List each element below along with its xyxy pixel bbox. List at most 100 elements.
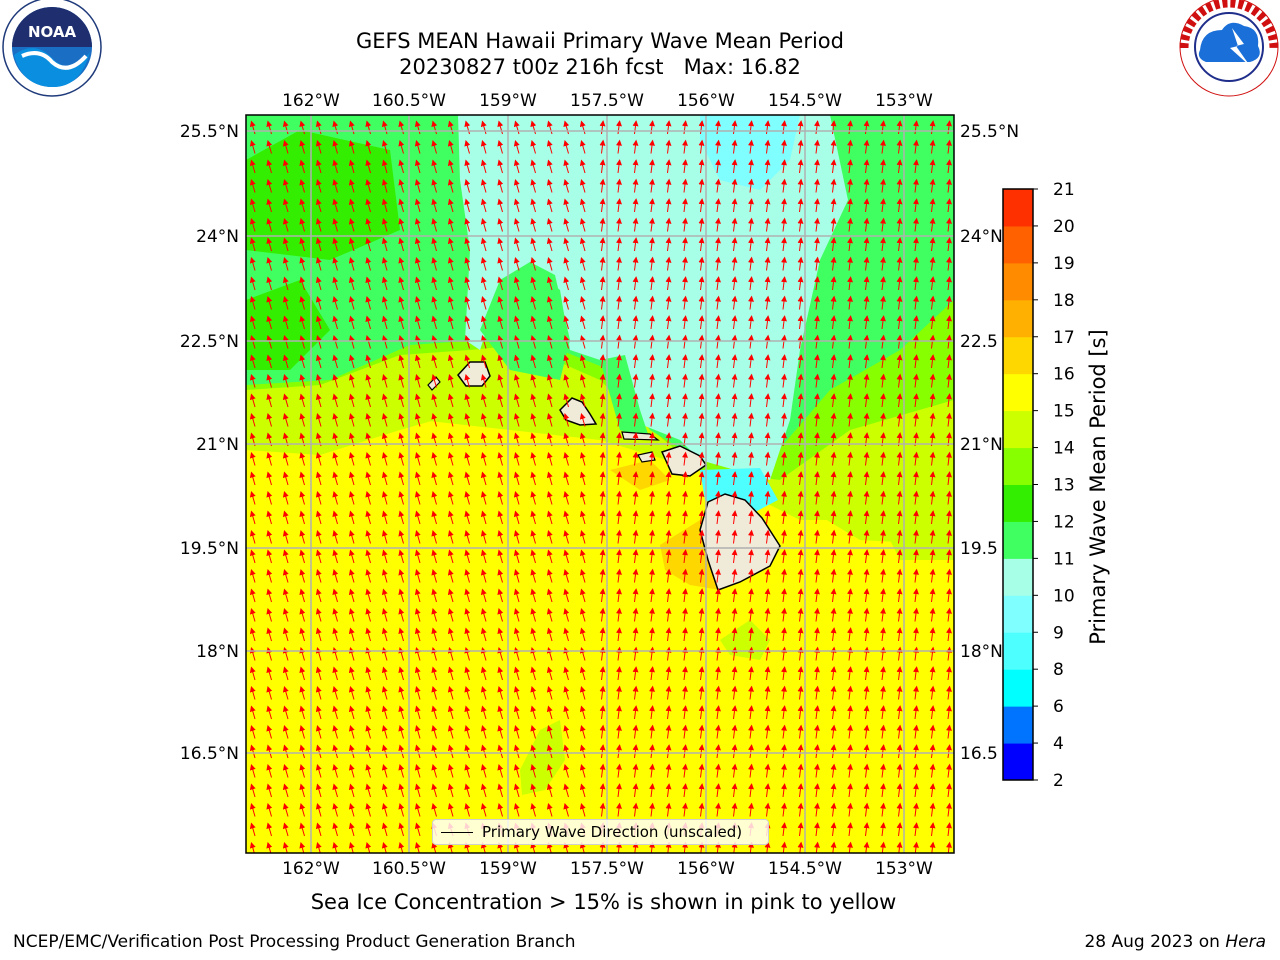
colorbar-segment <box>1003 189 1033 227</box>
wave-arrow <box>649 217 655 232</box>
wave-arrow <box>682 237 688 252</box>
wave-arrow <box>563 198 570 213</box>
wave-arrow <box>731 315 738 330</box>
colorbar-segment <box>1003 225 1033 264</box>
wave-arrow <box>464 257 471 271</box>
wave-arrow <box>513 237 520 252</box>
wave-arrow <box>348 413 355 427</box>
wave-arrow <box>632 412 639 427</box>
wave-arrow <box>464 335 471 349</box>
wave-arrow <box>764 295 771 310</box>
wave-arrow <box>563 120 570 135</box>
wave-arrow <box>414 393 421 408</box>
wave-arrow <box>497 218 504 232</box>
wave-arrow <box>847 198 853 213</box>
wave-arrow <box>365 159 372 174</box>
wave-arrow <box>546 296 553 310</box>
wave-arrow <box>748 217 754 232</box>
wave-arrow <box>497 257 504 271</box>
wave-arrow <box>546 374 553 388</box>
wave-arrow <box>282 198 289 213</box>
wave-arrow <box>249 354 256 369</box>
wave-arrow <box>365 452 372 466</box>
wave-arrow <box>781 178 787 193</box>
wave-arrow <box>797 276 804 291</box>
wave-arrow <box>348 354 355 369</box>
wave-arrow <box>431 315 438 330</box>
wave-arrow <box>332 120 339 135</box>
wave-arrow <box>731 295 738 310</box>
wave-arrow <box>348 237 355 252</box>
wave-arrow <box>698 198 705 213</box>
wave-arrow <box>431 393 438 408</box>
wave-arrow <box>731 198 738 213</box>
wave-arrow <box>266 140 273 154</box>
wave-arrow <box>880 412 886 427</box>
wave-arrow <box>830 373 837 388</box>
wave-arrow <box>249 452 256 466</box>
colorbar-segment <box>1003 262 1033 301</box>
wave-arrow <box>665 393 672 408</box>
wave-arrow <box>513 452 520 466</box>
wave-arrow <box>497 159 504 174</box>
wave-arrow <box>365 179 372 193</box>
wave-arrow <box>315 393 322 408</box>
wave-arrow <box>447 335 454 349</box>
wave-arrow <box>563 237 570 252</box>
wave-arrow <box>480 218 487 232</box>
wave-arrow <box>332 179 339 193</box>
wave-arrow <box>447 218 454 232</box>
wave-arrow <box>764 451 771 466</box>
wave-arrow <box>814 237 820 252</box>
wave-arrow <box>447 159 454 174</box>
wave-arrow <box>748 139 754 154</box>
wave-arrow <box>682 412 688 427</box>
lon-tick-label: 162°W <box>282 859 340 879</box>
wave-arrow <box>830 393 837 408</box>
wave-arrow <box>381 452 388 466</box>
wave-arrow <box>348 276 355 291</box>
wave-arrow <box>929 159 936 174</box>
wave-arrow <box>266 335 273 349</box>
colorbar-tick-label: 10 <box>1053 586 1075 606</box>
wave-arrow <box>880 334 886 349</box>
wave-arrow <box>649 412 655 427</box>
wave-arrow <box>464 276 471 291</box>
wave-arrow <box>348 140 355 154</box>
wave-arrow <box>748 471 754 486</box>
wave-arrow <box>315 471 322 486</box>
wave-arrow <box>497 374 504 388</box>
wave-arrow <box>530 179 537 193</box>
wave-arrow <box>282 120 289 135</box>
wave-arrow <box>249 159 256 174</box>
wave-arrow <box>715 159 721 174</box>
wave-arrow <box>530 452 537 466</box>
wave-arrow <box>698 139 705 154</box>
wave-arrow <box>464 393 471 408</box>
wave-arrow <box>616 471 622 486</box>
wave-arrow <box>764 393 771 408</box>
wave-arrow <box>282 179 289 193</box>
wave-arrow <box>497 296 504 310</box>
wave-arrow <box>863 354 870 369</box>
wave-arrow <box>563 179 570 193</box>
wave-arrow <box>748 276 754 291</box>
wave-arrow <box>715 237 721 252</box>
colorbar-label: Primary Wave Mean Period [s] <box>1086 329 1110 645</box>
wave-arrow <box>698 295 705 310</box>
wave-arrow <box>497 237 504 252</box>
wave-arrow <box>929 334 936 349</box>
wave-arrow <box>698 471 705 486</box>
wave-arrow <box>599 178 606 193</box>
wave-arrow <box>814 178 820 193</box>
wave-arrow <box>731 373 738 388</box>
wave-arrow <box>348 471 355 486</box>
footer-date-text: 28 Aug 2023 on <box>1084 932 1226 952</box>
wave-arrow <box>665 295 672 310</box>
wave-arrow <box>764 276 771 291</box>
wave-arrow <box>814 334 820 349</box>
wave-arrow <box>599 334 606 349</box>
wave-arrow <box>946 159 952 174</box>
wave-arrow <box>896 373 903 388</box>
wave-arrow <box>731 159 738 174</box>
